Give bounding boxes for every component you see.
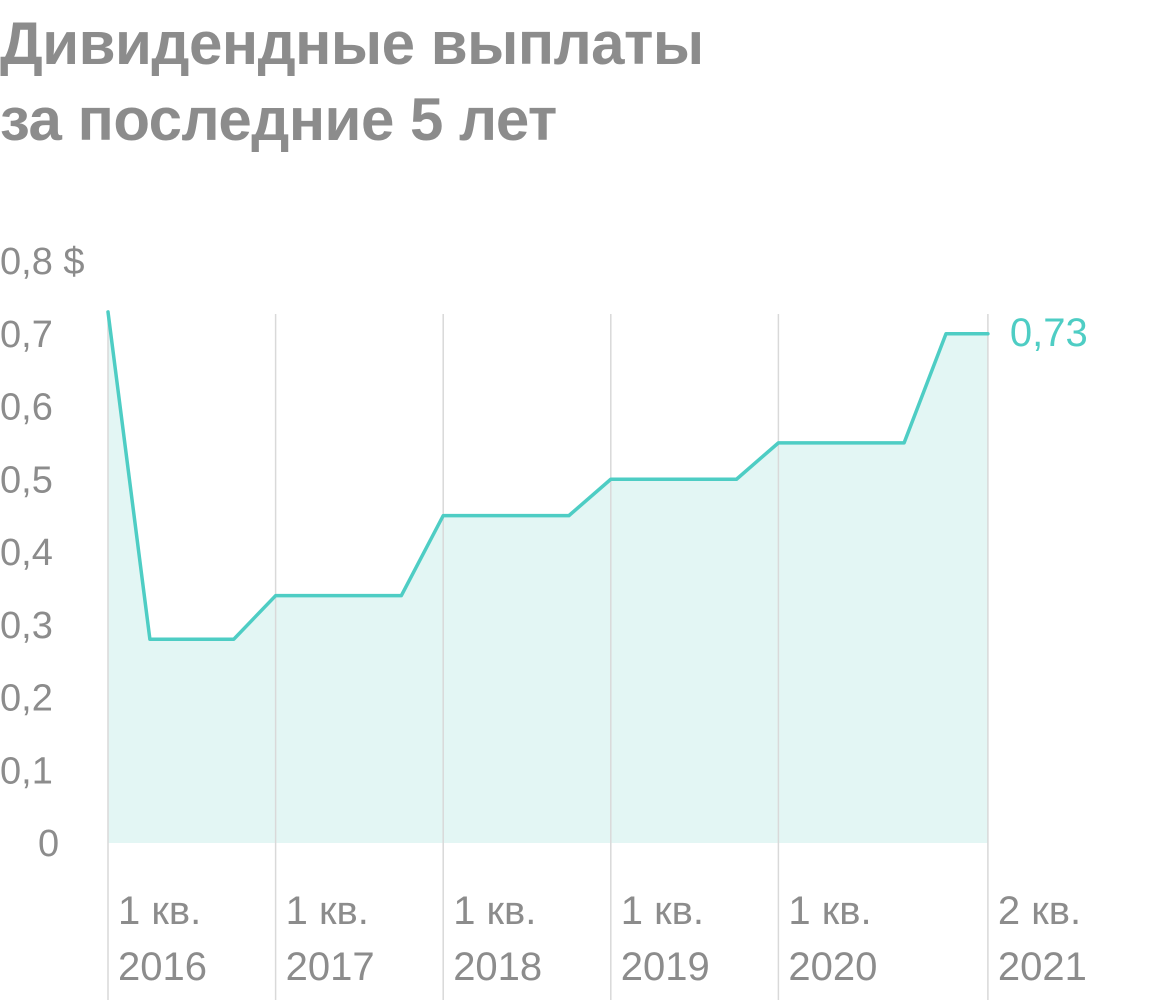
x-tick-label-3-line2: 2019 <box>621 945 710 989</box>
y-tick-label-0: 0,8 $ <box>0 241 85 283</box>
x-tick-label-1-line1: 1 кв. <box>286 889 369 933</box>
y-tick-label-7: 0,1 <box>0 750 53 792</box>
vertical-gridlines <box>107 314 989 1000</box>
x-tick-label-2-line1: 1 кв. <box>453 889 536 933</box>
x-tick-label-0-line1: 1 кв. <box>118 889 201 933</box>
end-value-label: 0,73 <box>1010 311 1088 355</box>
y-tick-label-8: 0 <box>38 823 59 865</box>
x-tick-label-4-line2: 2020 <box>788 945 877 989</box>
x-tick-label-5-line2: 2021 <box>998 945 1087 989</box>
x-tick-label-5-line1: 2 кв. <box>998 889 1081 933</box>
x-tick-label-4-line1: 1 кв. <box>788 889 871 933</box>
x-tick-label-0-line2: 2016 <box>118 945 207 989</box>
y-tick-label-5: 0,3 <box>0 605 53 647</box>
series-line-layer <box>106 310 990 642</box>
x-tick-label-3-line1: 1 кв. <box>621 889 704 933</box>
area-fill-layer <box>108 311 988 843</box>
y-tick-label-2: 0,6 <box>0 387 53 429</box>
y-tick-label-3: 0,5 <box>0 459 53 501</box>
x-tick-label-1-line2: 2017 <box>286 945 375 989</box>
chart-title-line-1: Дивидендные выплаты <box>0 10 704 77</box>
y-tick-label-1: 0,7 <box>0 314 53 356</box>
y-tick-label-6: 0,2 <box>0 678 53 720</box>
x-axis-ticks: 1 кв. 2016 1 кв. 2017 1 кв. 2018 1 кв. 2019 1 кв… <box>118 889 1087 989</box>
y-axis-ticks: 0,8 $ 0,7 0,6 0,5 0,4 0,3 0,2 0,1 0 <box>0 241 85 865</box>
area-fill <box>108 311 988 843</box>
chart-title: Дивидендные выплаты за последние 5 лет <box>0 6 704 158</box>
x-tick-label-2-line2: 2018 <box>453 945 542 989</box>
annotations: 0,73 <box>1010 311 1088 355</box>
y-tick-label-4: 0,4 <box>0 532 53 574</box>
series-line <box>106 310 990 642</box>
chart-title-line-2: за последние 5 лет <box>0 86 557 153</box>
